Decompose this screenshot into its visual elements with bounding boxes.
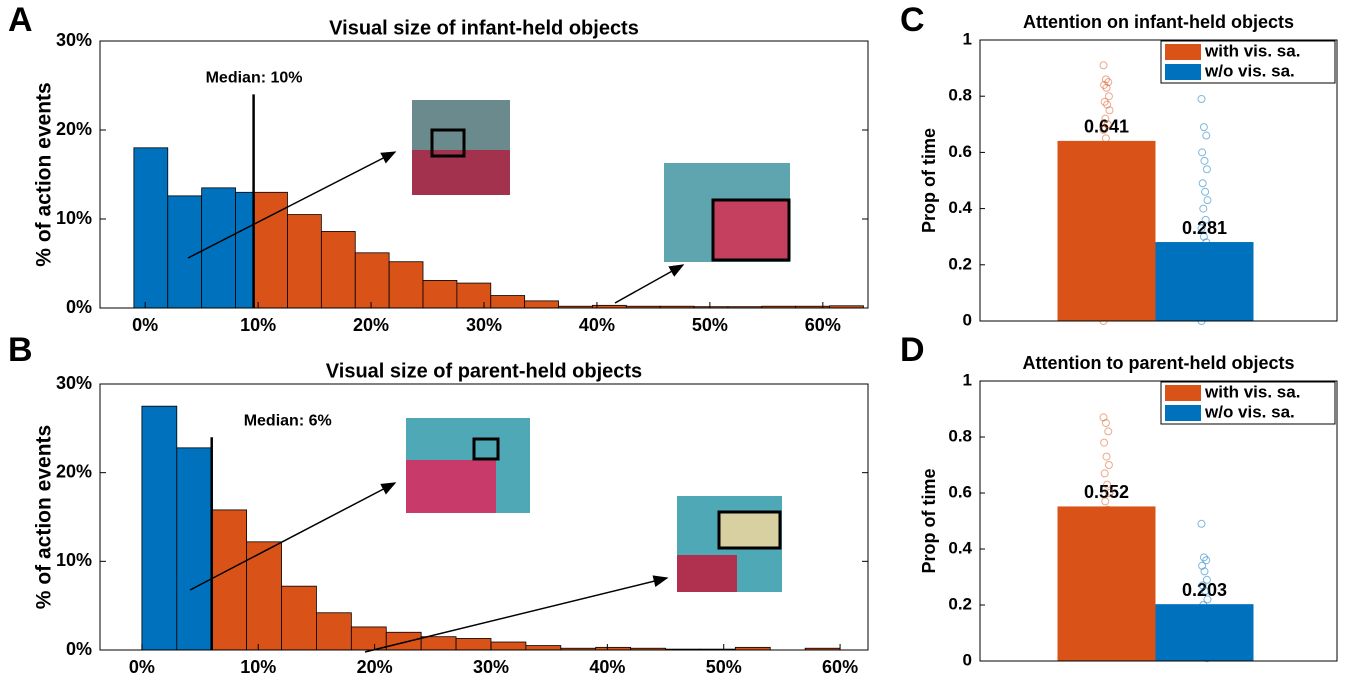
y-tick-label: 30% xyxy=(56,373,92,393)
y-tick-label: 0.2 xyxy=(948,254,972,273)
legend-label: with vis. sa. xyxy=(1204,41,1300,60)
x-tick-label: 20% xyxy=(357,657,393,677)
histogram-bar xyxy=(456,638,491,650)
histogram-bar xyxy=(491,296,525,308)
bar xyxy=(1156,242,1254,321)
panel-letter: A xyxy=(8,1,33,39)
panel-letter: C xyxy=(900,1,925,39)
x-tick-label: 10% xyxy=(240,657,276,677)
panel-letter: B xyxy=(8,331,33,369)
inset-box xyxy=(713,200,789,260)
y-tick-label: 0 xyxy=(963,650,972,669)
y-axis-label: Prop of time xyxy=(919,128,939,233)
histogram-bar xyxy=(525,301,559,308)
bar xyxy=(1156,604,1254,661)
histogram-bar xyxy=(321,231,355,308)
histogram-bar xyxy=(421,637,456,650)
legend-swatch xyxy=(1165,44,1201,60)
x-tick-label: 50% xyxy=(706,657,742,677)
y-tick-label: 10% xyxy=(56,550,92,570)
x-tick-label: 10% xyxy=(240,315,276,335)
value-label: 0.641 xyxy=(1084,117,1129,137)
y-tick-label: 0.6 xyxy=(948,482,972,501)
histogram-bar xyxy=(457,283,491,308)
legend-label: w/o vis. sa. xyxy=(1204,61,1295,80)
y-axis-label: Prop of time xyxy=(919,468,939,573)
legend-label: with vis. sa. xyxy=(1204,382,1300,401)
y-axis-label: % of action events xyxy=(33,425,56,609)
histogram-bar xyxy=(389,262,423,308)
x-tick-label: 60% xyxy=(822,657,858,677)
histogram-bar xyxy=(168,196,202,308)
histogram-bar xyxy=(386,632,421,650)
x-tick-label: 50% xyxy=(692,315,728,335)
chart-title: Attention to parent-held objects xyxy=(1023,353,1295,373)
histogram-bar xyxy=(526,646,561,650)
inset-photo-detail xyxy=(406,460,496,513)
histogram-bar xyxy=(142,406,177,650)
y-tick-label: 0% xyxy=(66,297,92,317)
figure: Median: 10%0%10%20%30%40%50%60%0%10%20%3… xyxy=(0,0,1346,679)
histogram-bar xyxy=(287,215,321,308)
y-tick-label: 1 xyxy=(963,29,972,48)
x-tick-label: 60% xyxy=(805,315,841,335)
y-tick-label: 0% xyxy=(66,639,92,659)
y-tick-label: 0.4 xyxy=(948,198,972,217)
chart-title: Visual size of infant-held objects xyxy=(329,17,639,39)
y-tick-label: 20% xyxy=(56,461,92,481)
y-tick-label: 1 xyxy=(963,370,972,389)
histogram-bar xyxy=(282,586,317,650)
x-tick-label: 0% xyxy=(129,657,155,677)
histogram-bar xyxy=(236,192,254,308)
y-axis-label: % of action events xyxy=(33,82,56,266)
y-tick-label: 30% xyxy=(56,30,92,50)
histogram-bar xyxy=(177,448,212,650)
x-tick-label: 30% xyxy=(473,657,509,677)
bar xyxy=(1058,141,1156,321)
x-tick-label: 0% xyxy=(132,315,158,335)
y-tick-label: 0.4 xyxy=(948,538,972,557)
y-tick-label: 0 xyxy=(963,310,972,329)
x-tick-label: 30% xyxy=(466,315,502,335)
x-tick-label: 20% xyxy=(353,315,389,335)
histogram-bar xyxy=(316,613,351,650)
y-tick-label: 10% xyxy=(56,208,92,228)
legend-swatch xyxy=(1165,385,1201,401)
histogram-bar xyxy=(134,148,168,308)
chart-title: Attention on infant-held objects xyxy=(1023,12,1294,32)
inset-photo-detail xyxy=(677,555,737,592)
y-tick-label: 0.6 xyxy=(948,142,972,161)
y-tick-label: 0.2 xyxy=(948,594,972,613)
legend-label: w/o vis. sa. xyxy=(1204,402,1295,421)
y-tick-label: 20% xyxy=(56,119,92,139)
median-label: Median: 10% xyxy=(206,70,303,87)
histogram-bar xyxy=(212,510,247,650)
panel-letter: D xyxy=(900,331,925,369)
histogram-bar xyxy=(423,280,457,308)
legend-swatch xyxy=(1165,64,1201,80)
y-tick-label: 0.8 xyxy=(948,426,972,445)
inset-box xyxy=(719,512,780,548)
chart-title: Visual size of parent-held objects xyxy=(326,360,642,382)
y-tick-label: 0.8 xyxy=(948,86,972,105)
histogram-bar xyxy=(355,253,389,308)
x-tick-label: 40% xyxy=(589,657,625,677)
histogram-bar xyxy=(351,627,386,650)
median-label: Median: 6% xyxy=(244,412,332,429)
histogram-bar xyxy=(491,642,526,650)
x-tick-label: 40% xyxy=(579,315,615,335)
legend-swatch xyxy=(1165,405,1201,421)
